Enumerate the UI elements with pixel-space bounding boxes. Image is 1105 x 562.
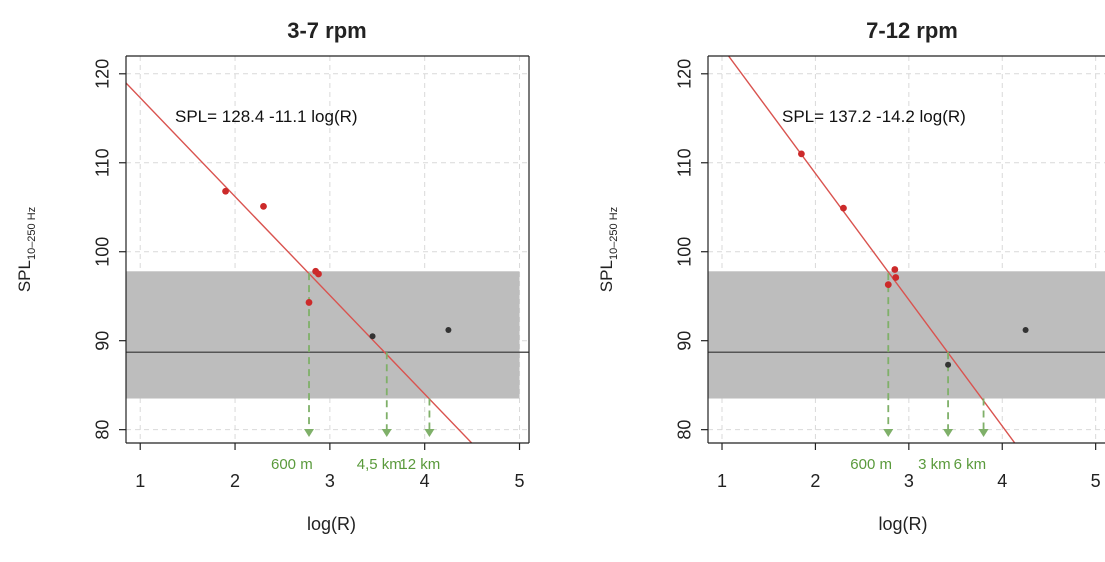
y-tick-label: 100	[93, 237, 113, 267]
data-point-dark	[445, 327, 452, 334]
x-tick-label: 2	[810, 471, 820, 491]
y-tick-label: 100	[675, 237, 695, 267]
distance-marker-arrow	[883, 429, 894, 437]
data-point-red	[305, 299, 313, 306]
data-point-dark	[1022, 327, 1029, 334]
x-tick-label: 4	[997, 471, 1007, 491]
data-point-dark	[945, 361, 952, 368]
distance-label: 600 m	[850, 456, 892, 473]
y-tick-label: 110	[93, 148, 113, 177]
distance-label: 600 m	[271, 456, 313, 473]
x-axis-label: log(R)	[878, 514, 927, 534]
data-point-dark	[369, 333, 376, 340]
chart-title: 7-12 rpm	[866, 18, 958, 43]
data-point-red	[840, 204, 847, 212]
x-tick-label: 5	[1091, 471, 1101, 491]
y-tick-label: 90	[675, 331, 695, 351]
distance-marker-arrow	[304, 429, 315, 437]
y-tick-label: 90	[93, 331, 113, 351]
y-tick-label: 80	[93, 420, 113, 440]
data-point-red	[884, 281, 892, 289]
x-tick-label: 4	[420, 471, 430, 491]
data-point-red	[315, 270, 322, 278]
y-axis-label: SPL10–250 Hz	[15, 207, 38, 292]
data-point-red	[260, 202, 267, 210]
distance-label: 4,5 km	[357, 456, 402, 473]
distance-marker-arrow	[943, 429, 954, 437]
distance-marker-arrow	[381, 429, 392, 437]
threshold-band	[708, 271, 1105, 399]
y-tick-label: 110	[675, 148, 695, 177]
regression-equation: SPL= 137.2 -14.2 log(R)	[782, 107, 966, 126]
distance-marker-arrow	[978, 429, 989, 437]
x-tick-label: 1	[717, 471, 727, 491]
distance-label: 6 km	[954, 456, 987, 473]
distance-marker-arrow	[424, 429, 435, 437]
regression-equation: SPL= 128.4 -11.1 log(R)	[175, 107, 358, 126]
y-tick-label: 120	[93, 59, 113, 89]
chart-panel-7-12rpm: 600 m 3 km 6 km 1 2 3 4 5 80 90 100 110 120 7-12 rpm S…	[597, 18, 1105, 534]
data-point-red	[798, 150, 805, 158]
x-tick-label: 2	[230, 471, 240, 491]
threshold-band	[126, 271, 520, 399]
distance-label: 3 km	[918, 456, 951, 473]
y-axis-label: SPL10–250 Hz	[597, 207, 620, 292]
x-tick-label: 5	[515, 471, 525, 491]
data-point-red	[892, 274, 900, 281]
distance-label: 12 km	[399, 456, 440, 473]
data-point-red	[222, 187, 229, 195]
x-tick-label: 1	[135, 471, 145, 491]
regression-line	[727, 56, 1016, 443]
x-tick-label: 3	[904, 471, 914, 491]
regression-line	[126, 82, 473, 443]
x-axis-label: log(R)	[307, 514, 356, 534]
x-tick-label: 3	[325, 471, 335, 491]
y-tick-label: 80	[675, 420, 695, 440]
data-point-red	[891, 266, 899, 273]
chart-title: 3-7 rpm	[287, 18, 366, 43]
y-tick-label: 120	[675, 59, 695, 89]
